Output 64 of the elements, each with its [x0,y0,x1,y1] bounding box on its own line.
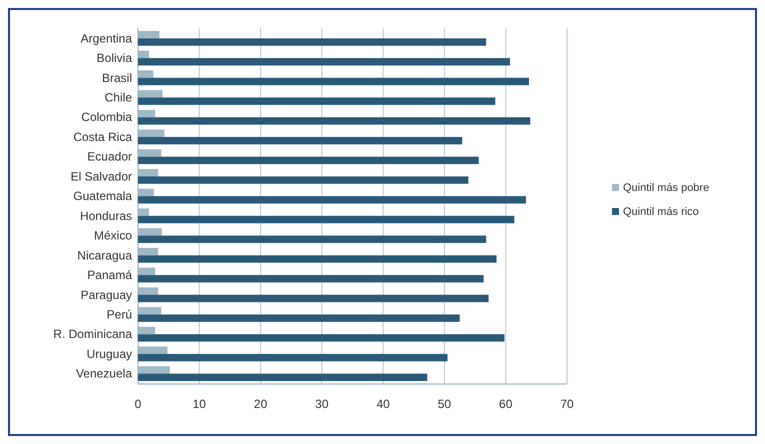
y-tick-label: Uruguay [86,346,132,361]
y-tick-label: Venezuela [76,366,132,381]
bar [138,117,530,125]
y-tick-label: Bolivia [96,51,132,66]
y-tick-label: México [94,228,132,243]
bar [138,176,468,184]
bar [138,374,428,382]
bar [138,38,486,46]
bar [138,307,162,314]
bar [138,58,510,66]
y-tick-label: Ecuador [87,150,132,164]
bar [138,248,158,256]
bar [138,70,154,78]
bar [138,90,163,98]
bar [138,236,486,243]
y-tick-label: Perú [106,307,132,322]
bar [138,130,164,137]
y-tick-label: Brasil [102,70,132,85]
bar [138,78,530,86]
bar [138,275,484,282]
legend-label: Quintil más rico [623,206,699,218]
bar [138,156,479,164]
y-tick-label: Colombia [81,110,132,124]
bar [138,346,168,354]
y-tick-label: Paraguay [80,288,132,302]
bar [138,169,158,176]
bar [138,268,156,276]
bar [138,149,162,157]
y-tick-label: Argentina [80,31,132,46]
y-tick-label: Chile [104,90,132,105]
y-tick-label: Costa Rica [73,130,132,144]
y-tick-label: Nicaragua [77,248,132,262]
y-tick-label: Panamá [87,268,132,282]
bar [138,326,156,334]
bar [138,110,156,118]
x-tick-label: 50 [438,397,452,411]
x-tick-label: 0 [134,397,142,411]
bar [138,228,162,236]
y-tick-label: Guatemala [73,189,132,204]
legend-label: Quintil más pobre [623,182,710,194]
bar [138,98,496,105]
x-tick-label: 10 [192,397,206,411]
bar [138,354,448,362]
y-tick-label: El Salvador [70,169,132,184]
bar [138,294,489,302]
bar [138,287,158,295]
x-tick-label: 30 [315,397,329,411]
bar [138,136,462,144]
bar [138,208,150,216]
bar [138,216,514,224]
bar [138,334,504,342]
x-tick-label: 70 [560,397,574,411]
x-tick-label: 40 [376,397,390,411]
bar [138,50,150,58]
x-tick-label: 20 [254,397,268,411]
x-tick-label: 60 [499,397,513,411]
bar [138,196,526,204]
bar [138,30,160,38]
bar [138,255,497,263]
y-tick-label: Honduras [80,208,132,223]
y-tick-label: R. Dominicana [53,327,132,342]
bar [138,188,154,196]
bar [138,366,170,374]
bar [138,314,460,322]
